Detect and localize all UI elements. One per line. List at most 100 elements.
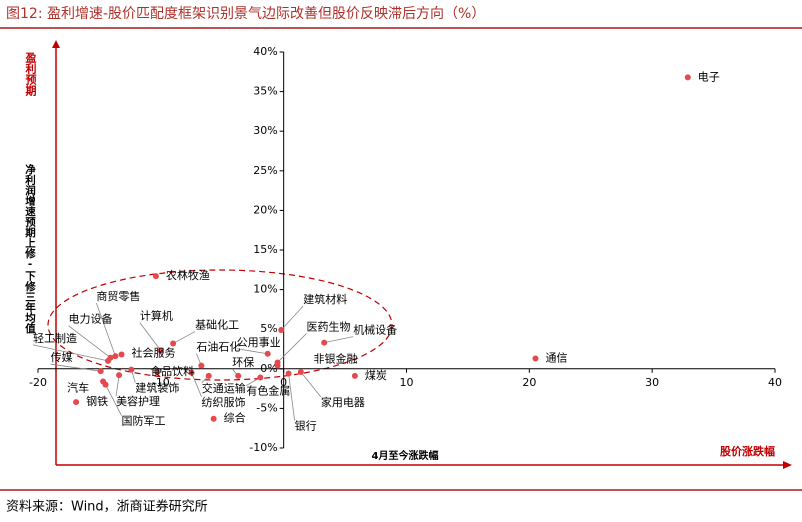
point-label: 建筑材料 (303, 292, 347, 306)
point (116, 372, 123, 379)
leader-line (324, 336, 354, 344)
point (102, 381, 109, 388)
x-tick-label: 0 (280, 376, 287, 389)
point-label: 计算机 (140, 309, 173, 323)
y-tick-label: 30% (253, 124, 277, 137)
y-tick-label: 15% (253, 243, 277, 256)
leader-line (105, 384, 122, 416)
point-label: 电子 (698, 70, 720, 83)
y-tick-label: 35% (253, 85, 277, 98)
point (97, 368, 104, 375)
point (118, 351, 125, 358)
leader-line (277, 333, 307, 363)
y-tick-label: 0% (260, 362, 277, 375)
point-label: 商贸零售 (96, 289, 140, 303)
point (278, 326, 285, 333)
leader-line (300, 371, 322, 398)
y-tick-label: 20% (253, 203, 277, 216)
point (321, 339, 328, 346)
x-label-right: 股价涨跌幅 (720, 444, 775, 458)
point-label: 纺织服饰 (202, 395, 246, 409)
point (264, 350, 271, 357)
x-tick-label: 10 (400, 376, 414, 389)
point-label: 国防军工 (122, 414, 166, 428)
point-label: 食品饮料 (150, 364, 194, 378)
point-label: 石油石化 (196, 340, 240, 354)
leader-line (280, 305, 304, 331)
y-tick-label: -5% (256, 401, 277, 414)
point-label: 综合 (224, 411, 246, 425)
point-label: 银行 (295, 419, 317, 433)
x-arrow-head (783, 461, 792, 469)
x-tick-label: -20 (29, 376, 47, 389)
leader-line (115, 375, 120, 397)
y-tick-label: 40% (253, 45, 277, 58)
y-tick-label: 25% (253, 164, 277, 177)
point-label: 汽车 (67, 380, 89, 394)
point (285, 370, 292, 377)
point-label: 通信 (545, 352, 567, 365)
point-label: 建筑装饰 (135, 381, 179, 395)
point (210, 415, 217, 422)
point (112, 353, 119, 360)
x-tick-label: -10 (152, 376, 170, 389)
leader-line (32, 344, 109, 362)
y-label: 净利润增速预期上修-下修三年均值 (24, 163, 36, 334)
point (684, 74, 691, 81)
point (235, 372, 242, 379)
point (205, 372, 212, 379)
x-tick-label: 30 (645, 376, 659, 389)
y-arrow-head (52, 40, 60, 48)
point (105, 357, 112, 364)
point-label: 环保 (232, 355, 254, 369)
point-label: 非银金融 (314, 352, 358, 366)
leader-line (50, 363, 101, 372)
point (297, 368, 304, 375)
point-label: 有色金属 (246, 384, 290, 398)
leader-line (236, 348, 268, 355)
leader-line (96, 302, 116, 357)
point-label: 基础化工 (195, 317, 239, 331)
leader-line (288, 373, 295, 421)
point-label: 美容护理 (116, 394, 160, 408)
point-label: 医药生物 (307, 319, 351, 333)
y-tick-label: 5% (260, 322, 277, 335)
y-tick-label: -10% (249, 441, 277, 454)
leader-line (172, 331, 196, 344)
point-label: 煤炭 (365, 369, 387, 382)
source: 资料来源：Wind，浙商证券研究所 (6, 499, 208, 515)
leader-line (139, 322, 162, 351)
point (198, 362, 205, 369)
point (154, 368, 161, 375)
x-tick-label: 40 (768, 376, 782, 389)
point (73, 399, 80, 406)
point-label: 钢铁 (86, 395, 108, 408)
leader-line (191, 372, 202, 397)
x-tick-label: 20 (522, 376, 536, 389)
point (128, 366, 135, 373)
point-label: 公用事业 (237, 336, 281, 349)
point (274, 362, 281, 369)
point-label: 轻工制造 (33, 331, 77, 345)
point-label: 社会服务 (132, 346, 176, 360)
point (351, 372, 358, 379)
y-label-top: 盈利预期 (24, 52, 38, 97)
y-tick-label: 10% (253, 283, 277, 296)
point-label: 机械设备 (353, 323, 397, 337)
x-label: 4月至今涨跌幅 (372, 449, 439, 462)
highlight-ellipse (47, 269, 393, 381)
point (188, 369, 195, 376)
point-label: 交通运输 (202, 381, 246, 395)
point-label: 农林牧渔 (166, 268, 210, 282)
point (157, 347, 164, 354)
point (532, 355, 539, 362)
point (152, 273, 159, 280)
point (257, 374, 264, 381)
leader-line (68, 325, 111, 359)
point-label: 家用电器 (321, 395, 365, 409)
point-label: 传媒 (51, 351, 73, 364)
chart-title: 图12: 盈利增速-股价匹配度框架识别景气边际改善但股价反映滞后方向（%） (6, 6, 485, 22)
point (170, 340, 177, 347)
point-label: 电力设备 (68, 312, 112, 326)
